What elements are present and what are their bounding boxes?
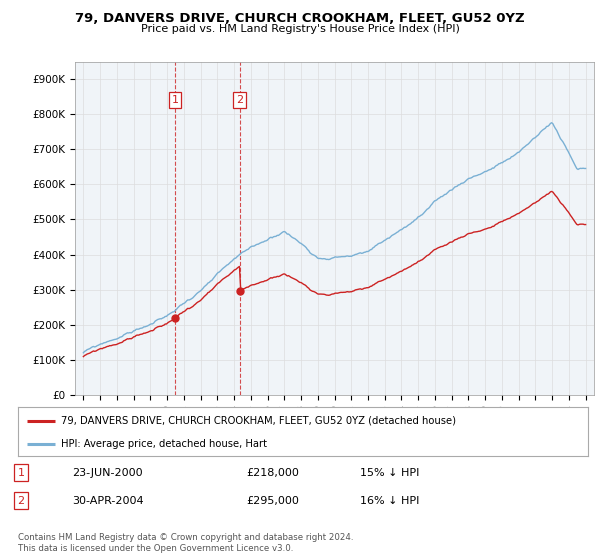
Text: 79, DANVERS DRIVE, CHURCH CROOKHAM, FLEET, GU52 0YZ: 79, DANVERS DRIVE, CHURCH CROOKHAM, FLEE… bbox=[75, 12, 525, 25]
Text: 2: 2 bbox=[17, 496, 25, 506]
Text: 1: 1 bbox=[17, 468, 25, 478]
Text: Contains HM Land Registry data © Crown copyright and database right 2024.
This d: Contains HM Land Registry data © Crown c… bbox=[18, 533, 353, 553]
Text: 23-JUN-2000: 23-JUN-2000 bbox=[72, 468, 143, 478]
Text: 16% ↓ HPI: 16% ↓ HPI bbox=[360, 496, 419, 506]
Text: HPI: Average price, detached house, Hart: HPI: Average price, detached house, Hart bbox=[61, 439, 267, 449]
Text: 1: 1 bbox=[172, 95, 178, 105]
Text: 15% ↓ HPI: 15% ↓ HPI bbox=[360, 468, 419, 478]
Text: £218,000: £218,000 bbox=[246, 468, 299, 478]
Text: 30-APR-2004: 30-APR-2004 bbox=[72, 496, 143, 506]
Text: £295,000: £295,000 bbox=[246, 496, 299, 506]
Text: Price paid vs. HM Land Registry's House Price Index (HPI): Price paid vs. HM Land Registry's House … bbox=[140, 24, 460, 34]
Text: 2: 2 bbox=[236, 95, 243, 105]
Text: 79, DANVERS DRIVE, CHURCH CROOKHAM, FLEET, GU52 0YZ (detached house): 79, DANVERS DRIVE, CHURCH CROOKHAM, FLEE… bbox=[61, 416, 456, 426]
